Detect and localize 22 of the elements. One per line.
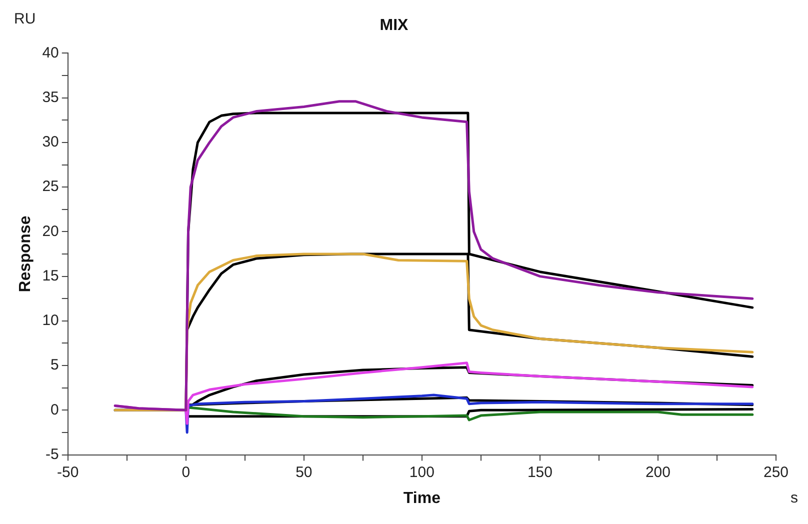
y-tick-label: 15 xyxy=(42,267,59,284)
y-tick-label: 25 xyxy=(42,178,59,196)
y-tick-label: 20 xyxy=(42,222,59,240)
y-tick-label: 40 xyxy=(42,44,59,62)
x-tick-label: -50 xyxy=(57,464,79,481)
y-tick-label: 30 xyxy=(42,134,59,151)
y-axis-title: Response xyxy=(17,216,34,292)
y-tick-label: 5 xyxy=(50,356,59,374)
y-tick-label: 0 xyxy=(50,401,59,418)
y-tick-label: 35 xyxy=(42,88,59,106)
chart-title: MIX xyxy=(380,17,409,34)
y-tick-label: 10 xyxy=(42,312,59,330)
text: s xyxy=(790,489,798,506)
x-tick-label: 250 xyxy=(763,464,789,481)
x-tick-label: 0 xyxy=(182,464,190,481)
text: RU xyxy=(14,10,36,28)
x-tick-label: 50 xyxy=(296,464,312,481)
x-tick-label: 100 xyxy=(409,464,434,481)
x-tick-label: 200 xyxy=(645,464,670,481)
x-tick-label: 150 xyxy=(527,464,552,481)
x-axis-title: Time xyxy=(403,490,441,507)
y-tick-label: -5 xyxy=(46,446,59,463)
